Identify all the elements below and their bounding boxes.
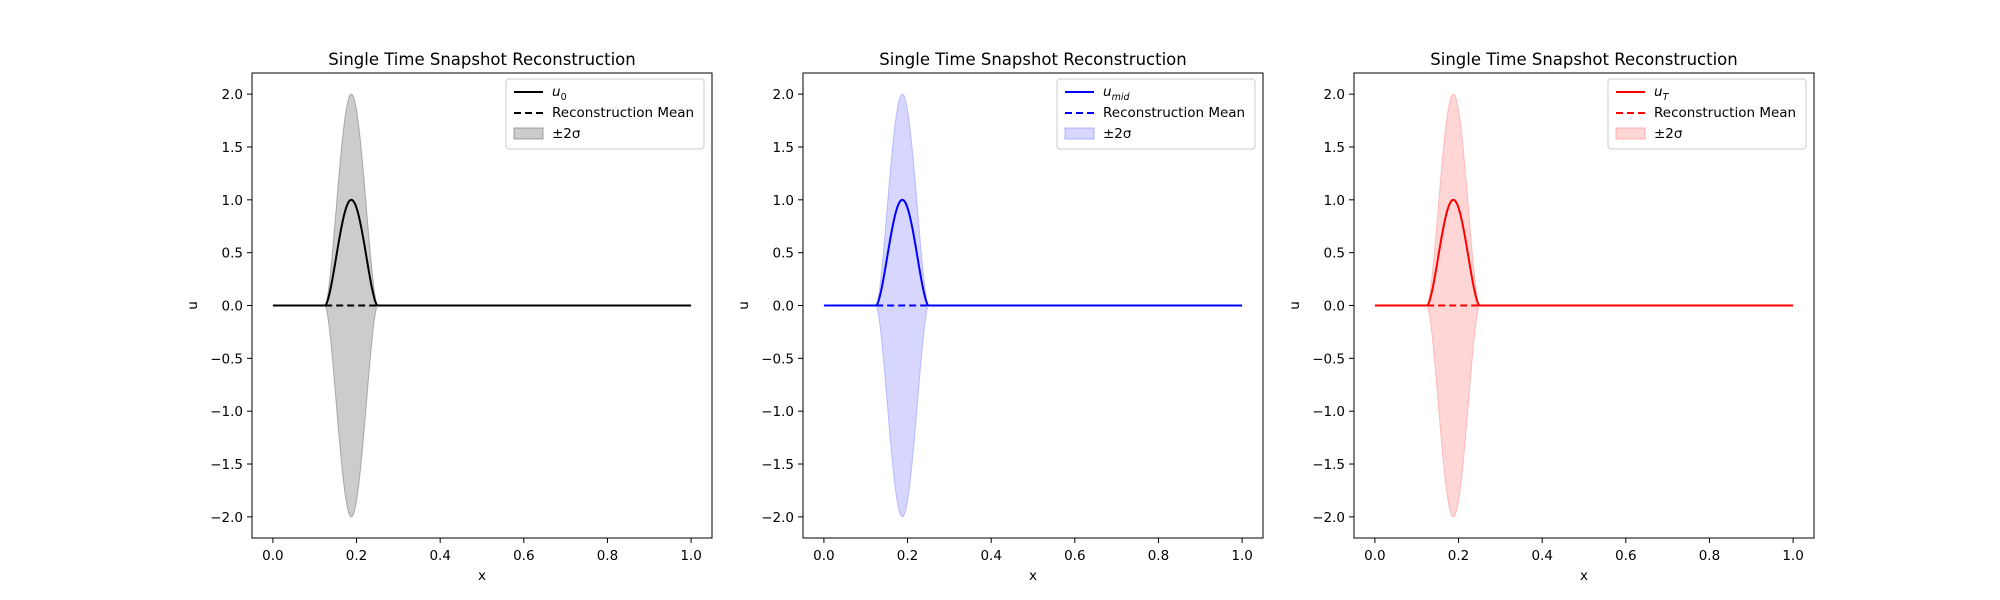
series-line-main	[272, 198, 692, 307]
x-tick-label: 0.6	[1615, 548, 1636, 564]
y-tick-label: 1.5	[222, 140, 243, 156]
legend: uT Reconstruction Mean ±2σ	[1607, 78, 1807, 150]
y-tick-label: 1.5	[773, 140, 794, 156]
legend-label-main: umid	[1103, 84, 1130, 103]
y-axis-label: u	[1287, 301, 1303, 310]
y-tick-label: 0.0	[773, 299, 794, 315]
y-tick-label: 1.5	[1324, 140, 1345, 156]
x-tick-label: 0.2	[346, 548, 367, 564]
legend-box	[505, 78, 705, 150]
x-axis-label: x	[478, 568, 486, 584]
y-tick-label: −0.5	[1312, 351, 1345, 367]
x-tick-label: 0.0	[813, 548, 834, 564]
legend-label-band: ±2σ	[552, 126, 581, 142]
y-tick-label: −1.0	[210, 404, 243, 420]
legend-box	[1607, 78, 1807, 150]
x-tick-label: 0.8	[597, 548, 618, 564]
legend-handle-band	[513, 127, 544, 140]
legend-box	[1056, 78, 1256, 150]
subplot-3: 0.0 0.2 0.4 0.6 0.8 1.0 −2.0 −1.5 −1.0 −0.5 0.0 0.5…	[1287, 50, 1815, 584]
y-tick-label: −1.0	[1312, 404, 1345, 420]
legend: umid Reconstruction Mean ±2σ	[1056, 78, 1256, 150]
subplot-2: 0.0 0.2 0.4 0.6 0.8 1.0 −2.0 −1.5 −1.0 −0.5 0.0 0.5…	[736, 50, 1264, 584]
x-tick-label: 0.4	[429, 548, 450, 564]
chart-title: Single Time Snapshot Reconstruction	[879, 50, 1186, 69]
series-line-main	[823, 198, 1243, 307]
y-tick-label: −1.5	[210, 457, 243, 473]
legend: u0 Reconstruction Mean ±2σ	[505, 78, 705, 150]
y-tick-label: −2.0	[1312, 510, 1345, 526]
y-tick-label: 0.5	[773, 246, 794, 262]
legend-handle-band	[1615, 127, 1646, 140]
x-tick-label: 0.4	[1531, 548, 1552, 564]
legend-label-main: uT	[1654, 84, 1670, 103]
chart-title: Single Time Snapshot Reconstruction	[1430, 50, 1737, 69]
legend-label-mean: Reconstruction Mean	[552, 105, 694, 121]
x-tick-label: 0.6	[1064, 548, 1085, 564]
y-tick-label: 1.0	[773, 193, 794, 209]
y-tick-label: 0.5	[222, 246, 243, 262]
legend-label-band: ±2σ	[1103, 126, 1132, 142]
legend-handle-band	[1064, 127, 1095, 140]
y-tick-label: 2.0	[222, 87, 243, 103]
y-tick-label: 1.0	[1324, 193, 1345, 209]
x-tick-label: 0.8	[1699, 548, 1720, 564]
x-tick-label: 1.0	[1231, 548, 1252, 564]
x-tick-label: 1.0	[680, 548, 701, 564]
legend-label-main: u0	[552, 84, 567, 103]
y-axis-label: u	[185, 301, 201, 310]
y-tick-label: 0.0	[1324, 299, 1345, 315]
x-tick-label: 0.2	[897, 548, 918, 564]
y-tick-label: 0.0	[222, 299, 243, 315]
y-tick-label: −1.5	[761, 457, 794, 473]
y-tick-label: −1.5	[1312, 457, 1345, 473]
x-tick-label: 1.0	[1782, 548, 1803, 564]
series-line-main	[1374, 198, 1794, 307]
legend-label-mean: Reconstruction Mean	[1103, 105, 1245, 121]
x-tick-label: 0.0	[1364, 548, 1385, 564]
chart-title: Single Time Snapshot Reconstruction	[328, 50, 635, 69]
x-axis-label: x	[1580, 568, 1588, 584]
y-axis-label: u	[736, 301, 752, 310]
legend-label-band: ±2σ	[1654, 126, 1683, 142]
y-tick-label: 0.5	[1324, 246, 1345, 262]
x-axis-label: x	[1029, 568, 1037, 584]
y-tick-label: −0.5	[210, 351, 243, 367]
x-tick-label: 0.6	[513, 548, 534, 564]
y-tick-label: 1.0	[222, 193, 243, 209]
legend-label-mean: Reconstruction Mean	[1654, 105, 1796, 121]
x-tick-label: 0.8	[1148, 548, 1169, 564]
x-tick-label: 0.4	[980, 548, 1001, 564]
y-tick-label: −1.0	[761, 404, 794, 420]
y-tick-label: −2.0	[761, 510, 794, 526]
x-tick-label: 0.0	[262, 548, 283, 564]
x-tick-label: 0.2	[1448, 548, 1469, 564]
y-tick-label: −0.5	[761, 351, 794, 367]
y-tick-label: 2.0	[773, 87, 794, 103]
y-tick-label: 2.0	[1324, 87, 1345, 103]
y-tick-label: −2.0	[210, 510, 243, 526]
subplot-1: 0.0 0.2 0.4 0.6 0.8 1.0 −2.0 −1.5 −1.0 −0.5 0.0 0.5…	[185, 50, 713, 584]
